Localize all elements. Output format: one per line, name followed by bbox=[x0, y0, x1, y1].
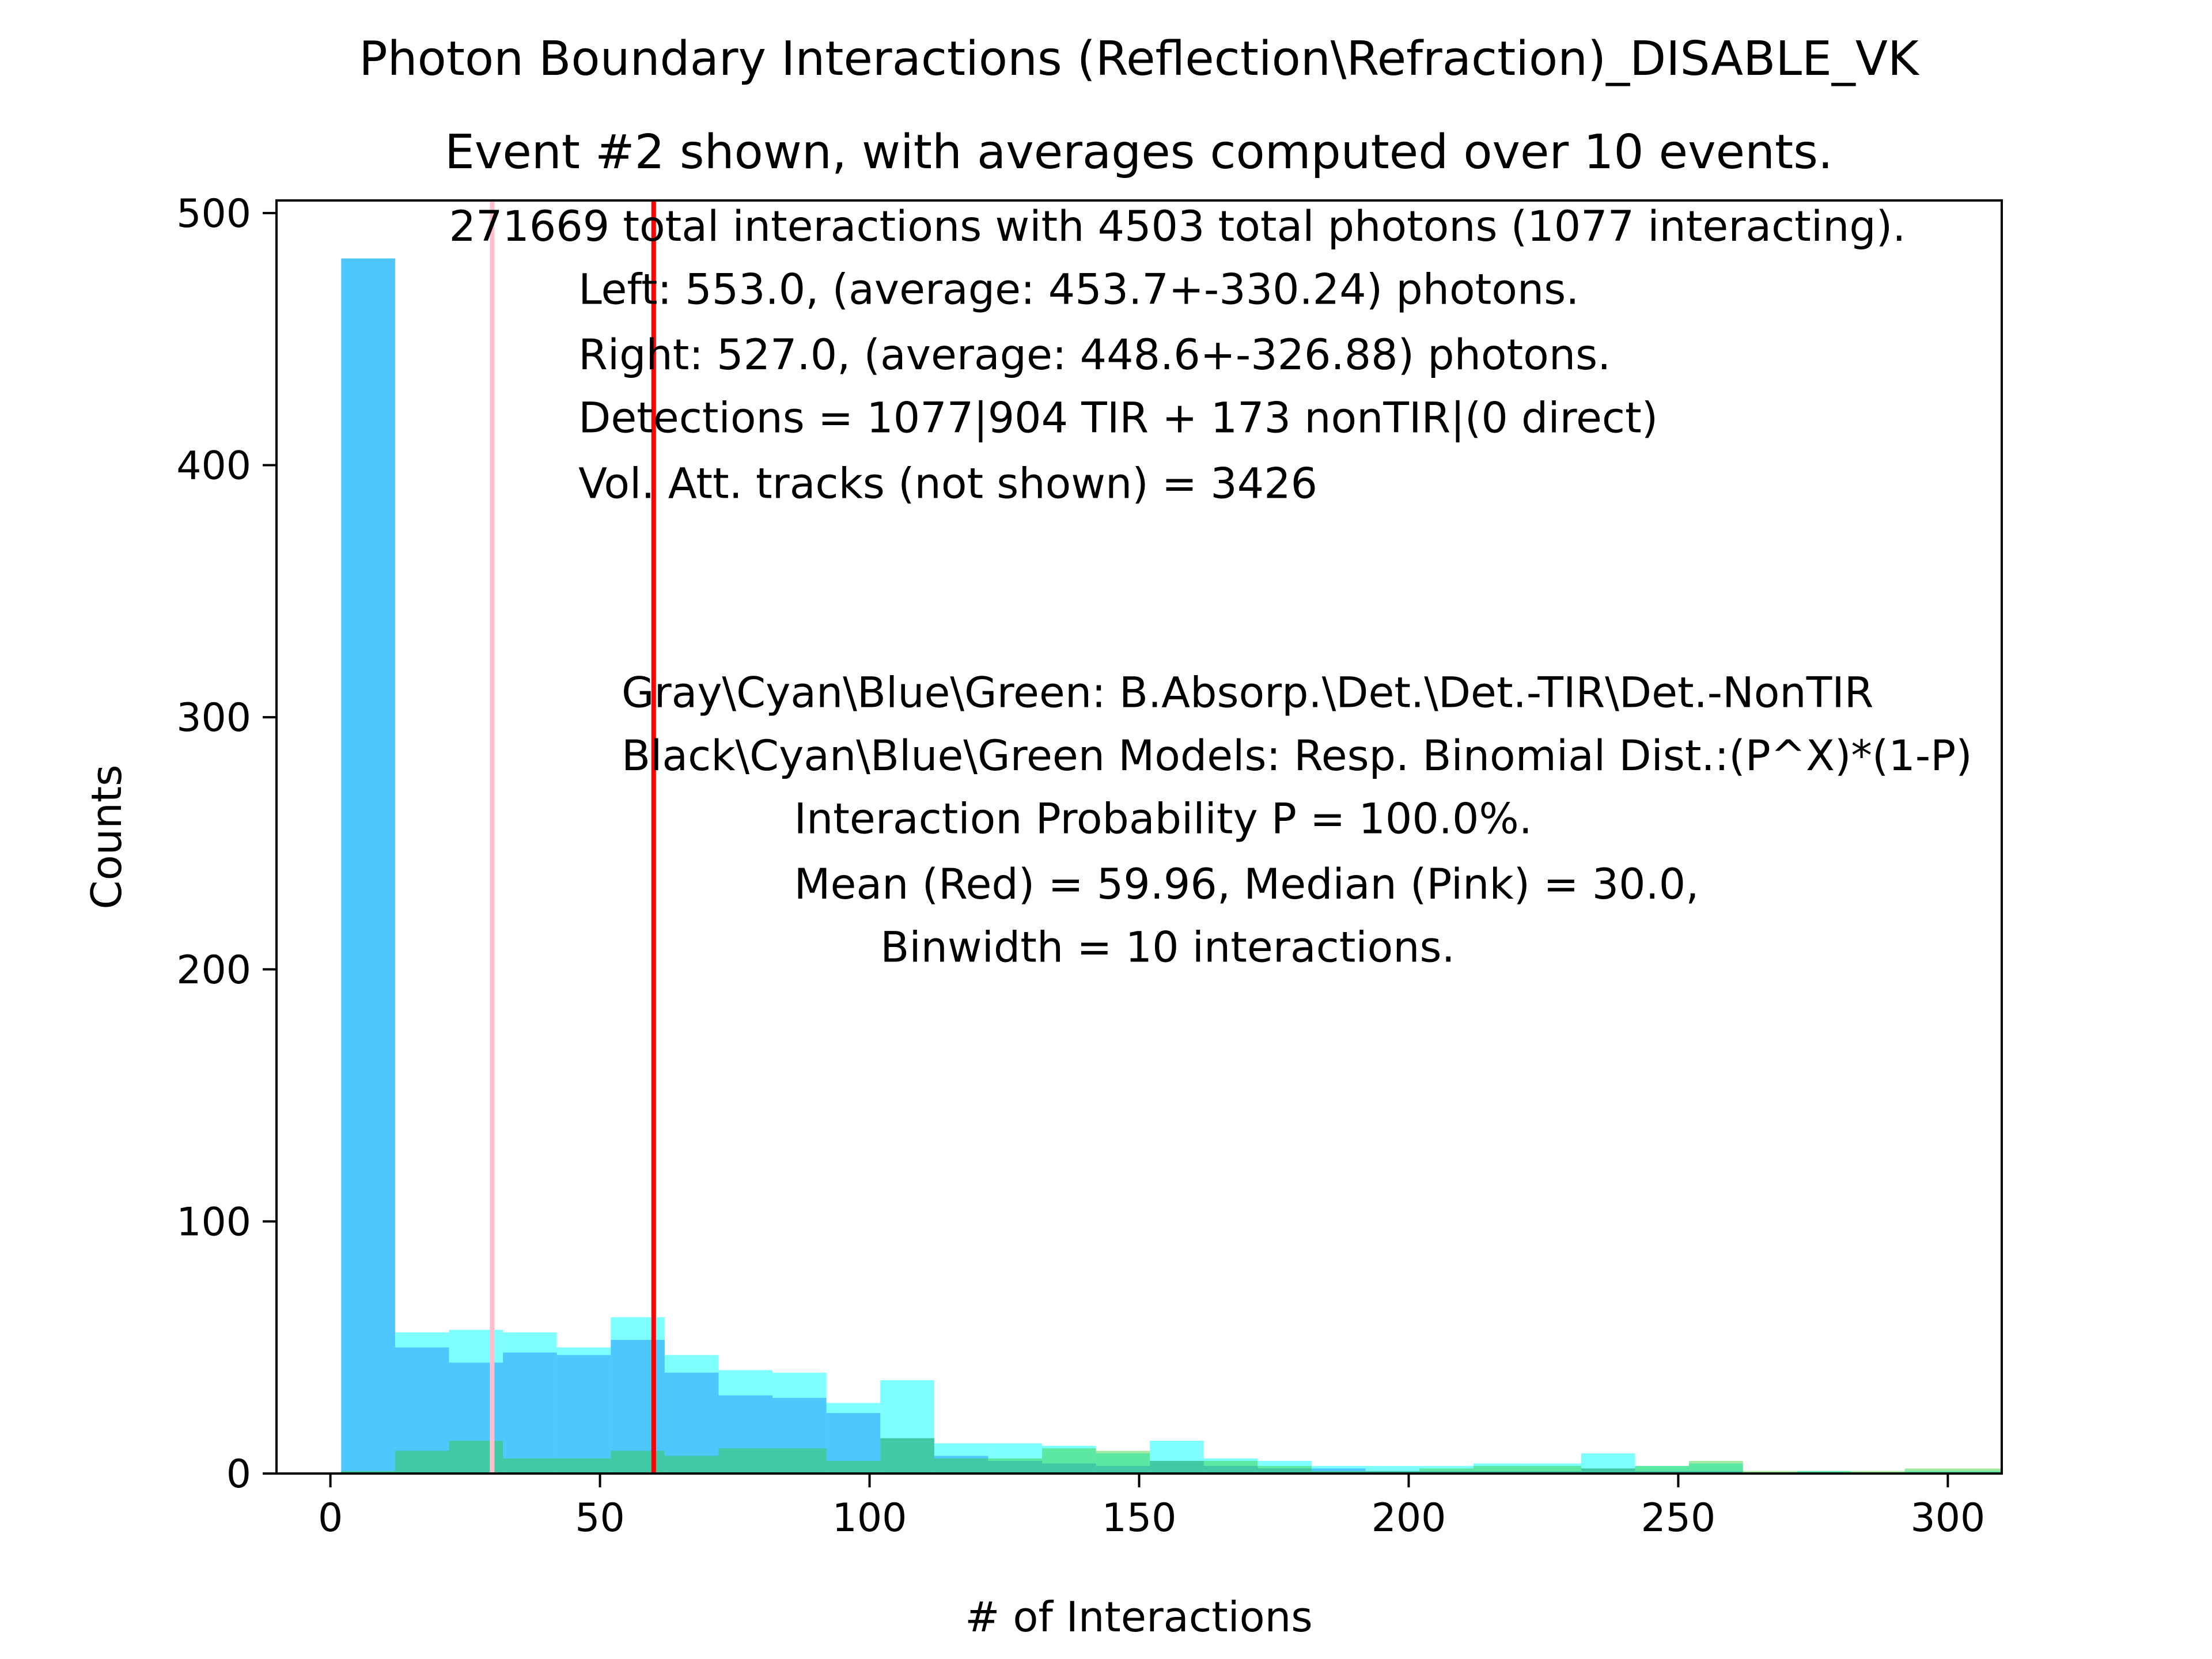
bar-s2-b29 bbox=[1904, 1468, 1959, 1474]
bar-s2-b20 bbox=[1419, 1468, 1474, 1474]
bar-s1-b10 bbox=[880, 1438, 934, 1474]
bar-s1-b7 bbox=[718, 1395, 773, 1474]
bar-s0-b30 bbox=[1959, 1471, 2002, 1474]
bar-s1-b19 bbox=[1365, 1471, 1420, 1474]
bar-s1-b11 bbox=[934, 1456, 988, 1474]
x-tick-label-1: 50 bbox=[575, 1495, 625, 1541]
bar-s2-b16 bbox=[1203, 1461, 1258, 1474]
bar-s2-b25 bbox=[1689, 1461, 1743, 1474]
bar-s2-b4 bbox=[556, 1458, 611, 1474]
annotation-line-3: Detections = 1077|904 TIR + 173 nonTIR|(… bbox=[578, 394, 1658, 443]
y-tick-label-2: 200 bbox=[176, 948, 251, 993]
bar-s1-b21 bbox=[1473, 1471, 1528, 1474]
annotation-line-6: Black\Cyan\Blue\Green Models: Resp. Bino… bbox=[622, 732, 1972, 781]
bar-s2-b28 bbox=[1850, 1471, 1905, 1474]
bar-s1-b13 bbox=[1042, 1463, 1096, 1474]
bar-s2-b2 bbox=[449, 1441, 503, 1474]
annotation-line-7: Interaction Probability P = 100.0%. bbox=[794, 794, 1533, 843]
bar-s2-b24 bbox=[1635, 1465, 1690, 1474]
bar-s1-b16 bbox=[1203, 1465, 1258, 1474]
annotation-line-5: Gray\Cyan\Blue\Green: B.Absorp.\Det.\Det… bbox=[622, 669, 1874, 718]
bar-s2-b15 bbox=[1150, 1461, 1204, 1474]
x-tick-label-3: 150 bbox=[1102, 1495, 1177, 1541]
bar-s2-b11 bbox=[934, 1458, 988, 1474]
bar-s1-b20 bbox=[1419, 1471, 1474, 1474]
bar-s2-b30 bbox=[1959, 1468, 2002, 1474]
annotation-line-4: Vol. Att. tracks (not shown) = 3426 bbox=[578, 459, 1317, 508]
bar-s0-b27 bbox=[1797, 1471, 1851, 1474]
x-tick-label-0: 0 bbox=[318, 1495, 343, 1541]
y-tick-label-4: 400 bbox=[176, 444, 251, 489]
annotation-line-2: Right: 527.0, (average: 448.6+-326.88) p… bbox=[578, 331, 1611, 380]
bar-s2-b27 bbox=[1797, 1471, 1851, 1474]
bar-s2-b7 bbox=[718, 1448, 773, 1474]
bar-s2-b1 bbox=[395, 1450, 449, 1474]
bar-s1-b25 bbox=[1689, 1471, 1743, 1474]
bar-s2-b12 bbox=[988, 1458, 1043, 1474]
bar-s1-b24 bbox=[1635, 1471, 1690, 1474]
y-tick-label-3: 300 bbox=[176, 695, 251, 741]
bar-s1-b0 bbox=[341, 258, 395, 1474]
bar-s1-b14 bbox=[1096, 1465, 1150, 1474]
annotation-line-9: Binwidth = 10 interactions. bbox=[880, 923, 1455, 972]
annotation-line-1: Left: 553.0, (average: 453.7+-330.24) ph… bbox=[578, 265, 1579, 314]
x-tick-label-6: 300 bbox=[1911, 1495, 1986, 1541]
y-tick-label-1: 100 bbox=[176, 1199, 251, 1245]
bar-s1-b18 bbox=[1312, 1468, 1366, 1474]
x-tick-label-4: 200 bbox=[1372, 1495, 1446, 1541]
bar-s2-b26 bbox=[1743, 1471, 1797, 1474]
y-axis-ticks: 0 100 200 300 400 500 bbox=[176, 191, 276, 1497]
bar-s1-b4 bbox=[556, 1355, 611, 1474]
bar-s2-b9 bbox=[826, 1461, 881, 1474]
histogram-bars bbox=[341, 258, 2002, 1474]
x-axis-label: # of Interactions bbox=[965, 1593, 1313, 1641]
bar-s0-b29 bbox=[1904, 1471, 1959, 1474]
bar-s1-b17 bbox=[1257, 1468, 1312, 1474]
annotation-line-0: 271669 total interactions with 4503 tota… bbox=[449, 202, 1906, 251]
annotation-block: 271669 total interactions with 4503 tota… bbox=[449, 202, 1972, 972]
bar-s2-b17 bbox=[1257, 1465, 1312, 1474]
bar-s2-b0 bbox=[341, 1471, 395, 1474]
x-tick-label-2: 100 bbox=[832, 1495, 907, 1541]
bar-s1-b23 bbox=[1581, 1468, 1635, 1474]
x-axis-ticks: 0 50 100 150 200 250 300 bbox=[318, 1474, 1985, 1541]
bar-s2-b3 bbox=[503, 1458, 557, 1474]
bar-s1-b3 bbox=[503, 1352, 557, 1474]
bar-s2-b23 bbox=[1581, 1468, 1635, 1474]
bar-s1-b15 bbox=[1150, 1461, 1204, 1474]
bar-s1-b6 bbox=[664, 1372, 719, 1474]
x-tick-label-5: 250 bbox=[1641, 1495, 1716, 1541]
bar-s2-b14 bbox=[1096, 1450, 1150, 1474]
y-axis-label: Counts bbox=[82, 764, 131, 909]
bar-s2-b6 bbox=[664, 1456, 719, 1474]
chart-subtitle: Event #2 shown, with averages computed o… bbox=[445, 125, 1833, 180]
y-tick-label-5: 500 bbox=[176, 191, 251, 237]
reference-lines bbox=[490, 200, 656, 1474]
bar-s2-b5 bbox=[611, 1450, 665, 1474]
bar-s1-b22 bbox=[1527, 1471, 1581, 1474]
bar-s2-b22 bbox=[1527, 1465, 1581, 1474]
bar-s1-b12 bbox=[988, 1461, 1043, 1474]
bar-s1-b8 bbox=[772, 1397, 827, 1474]
bar-s2-b8 bbox=[772, 1448, 827, 1474]
bar-s2-b21 bbox=[1473, 1465, 1528, 1474]
bar-s1-b1 bbox=[395, 1347, 449, 1474]
bar-s1-b9 bbox=[826, 1412, 881, 1474]
bar-s2-b19 bbox=[1365, 1471, 1420, 1474]
chart-title: Photon Boundary Interactions (Reflection… bbox=[359, 32, 1920, 86]
bar-s2-b13 bbox=[1042, 1448, 1096, 1474]
y-tick-label-0: 0 bbox=[226, 1452, 251, 1497]
bar-s2-b18 bbox=[1312, 1471, 1366, 1474]
annotation-line-8: Mean (Red) = 59.96, Median (Pink) = 30.0… bbox=[794, 860, 1699, 909]
bar-s2-b10 bbox=[880, 1438, 934, 1474]
